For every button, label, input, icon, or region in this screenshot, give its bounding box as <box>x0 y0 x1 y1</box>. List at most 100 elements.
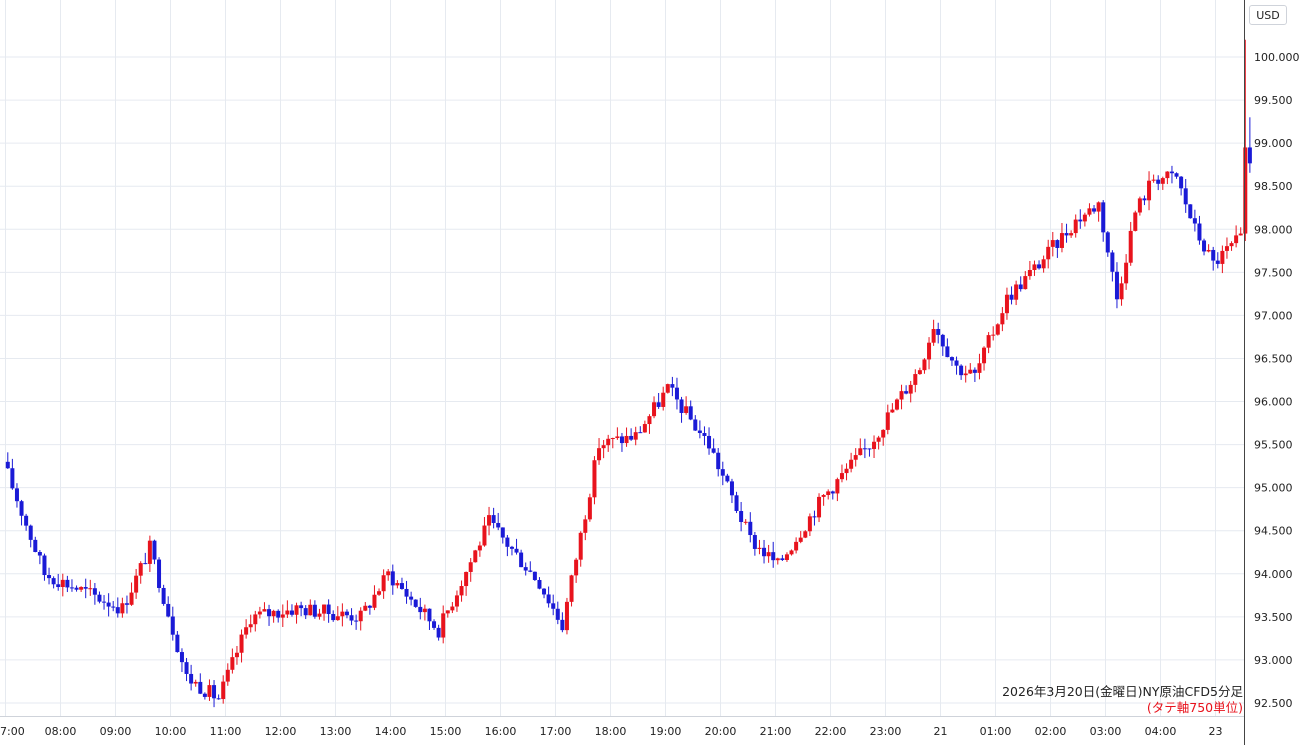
candle <box>1078 209 1083 229</box>
candle <box>198 673 203 695</box>
candle <box>505 534 510 557</box>
candle <box>409 591 414 606</box>
x-tick-label: 10:00 <box>155 725 187 738</box>
candle <box>88 579 93 596</box>
candle <box>14 483 19 508</box>
candle <box>830 490 835 500</box>
candle <box>904 385 909 395</box>
candle <box>1179 175 1184 196</box>
candle <box>881 429 886 446</box>
x-tick-label: 09:00 <box>100 725 132 738</box>
candle <box>381 569 386 599</box>
candle <box>991 326 996 341</box>
candle <box>1096 201 1101 222</box>
candle <box>482 517 487 547</box>
candle <box>1147 171 1152 211</box>
candle <box>546 586 551 608</box>
candle <box>459 580 464 602</box>
candle <box>927 337 932 370</box>
candle <box>179 648 184 673</box>
x-tick-label: 7:00 <box>0 725 25 738</box>
candle <box>175 631 180 653</box>
candle <box>134 568 139 599</box>
candle <box>844 463 849 481</box>
candle <box>491 507 496 529</box>
candle <box>931 319 936 346</box>
candle <box>1224 237 1229 259</box>
candle <box>1059 222 1064 253</box>
candle <box>569 574 574 607</box>
candle <box>1165 171 1170 185</box>
candle <box>587 493 592 522</box>
candle <box>936 322 941 344</box>
candle <box>812 510 817 526</box>
candle <box>1119 276 1124 306</box>
candle <box>652 396 657 419</box>
candle <box>872 435 877 459</box>
candle <box>1073 214 1078 238</box>
candle <box>24 513 29 531</box>
candle <box>762 539 767 564</box>
candle <box>1151 174 1156 183</box>
x-tick-label: 23 <box>1209 725 1223 738</box>
x-tick-label: 03:00 <box>1090 725 1122 738</box>
candle <box>367 604 372 615</box>
candle <box>487 506 492 536</box>
candle <box>303 605 308 620</box>
candle <box>1234 225 1239 248</box>
candle <box>1023 271 1028 290</box>
candle <box>262 602 267 612</box>
candle <box>542 588 547 599</box>
candle <box>578 531 583 567</box>
candle <box>1202 238 1207 256</box>
candle <box>835 477 840 502</box>
y-tick-label: 94.500 <box>1254 525 1293 538</box>
candle <box>115 597 120 618</box>
candle <box>1032 260 1037 276</box>
candle <box>377 588 382 596</box>
candle <box>647 414 652 434</box>
candle <box>436 624 441 641</box>
candle <box>244 619 249 639</box>
candle <box>1137 196 1142 216</box>
candle <box>152 539 157 565</box>
candle <box>853 448 858 467</box>
candle <box>876 435 881 450</box>
candle <box>798 531 803 544</box>
candle <box>1082 212 1087 227</box>
candle <box>803 530 808 539</box>
candle <box>138 561 143 584</box>
candle <box>285 600 290 618</box>
candle <box>161 584 166 606</box>
candle <box>445 610 450 618</box>
currency-unit-button[interactable]: USD <box>1249 5 1287 25</box>
candle <box>523 562 528 576</box>
candle <box>725 473 730 483</box>
candle <box>748 512 753 543</box>
candle <box>1243 39 1248 242</box>
y-tick-label: 95.000 <box>1254 482 1293 495</box>
candle <box>225 663 230 686</box>
candle <box>1215 252 1220 269</box>
candle <box>564 597 569 635</box>
candle <box>519 549 524 568</box>
candle <box>1027 260 1032 280</box>
candle <box>917 367 922 375</box>
candle <box>69 579 74 592</box>
candle <box>386 569 391 581</box>
x-tick-label: 18:00 <box>595 725 627 738</box>
candle <box>661 386 666 411</box>
candle <box>308 599 313 616</box>
y-tick-label: 92.500 <box>1254 697 1293 710</box>
y-tick-label: 97.000 <box>1254 309 1293 322</box>
candle <box>395 580 400 589</box>
x-axis-ticks: 7:00 08:00 09:00 10:00 11:00 12:00 13:00 14:00 1… <box>0 725 1223 738</box>
candle <box>945 338 950 358</box>
candle <box>271 609 276 623</box>
candle <box>47 567 52 585</box>
candle <box>157 557 162 593</box>
y-tick-label: 100.000 <box>1254 51 1300 64</box>
x-tick-label: 12:00 <box>265 725 297 738</box>
candle <box>184 657 189 682</box>
candle <box>922 358 927 374</box>
